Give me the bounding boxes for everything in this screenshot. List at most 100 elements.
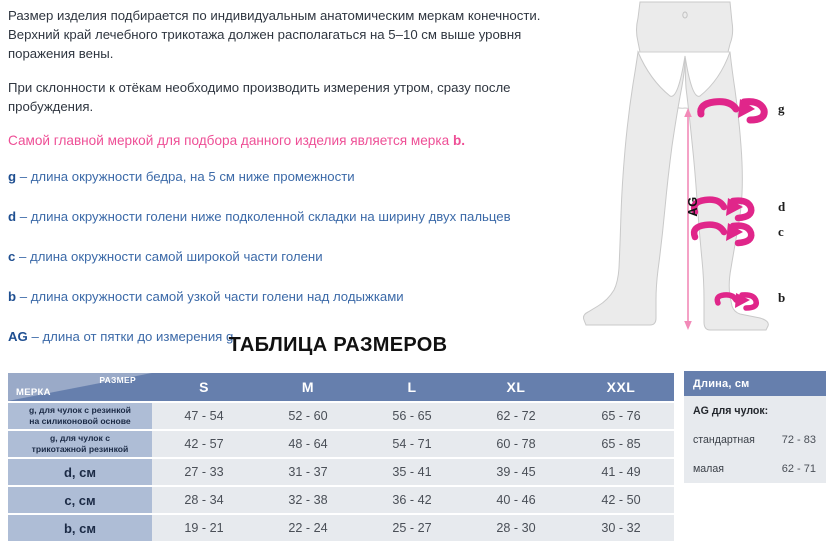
body-silhouette: [583, 1, 769, 331]
length-table-row: малая 62 - 71: [684, 454, 827, 483]
measure-loop-g-arrowhead: [738, 99, 755, 118]
size-header-s: S: [152, 373, 256, 401]
cell-b-s: 19 - 21: [152, 515, 256, 541]
row-label-g-knit: g, для чулок с трикотажной резинкой: [8, 431, 152, 457]
measure-loop-d-arrowhead: [726, 198, 743, 216]
length-label-small: малая: [684, 454, 768, 483]
definition-b: b – длина окружности самой узкой части г…: [8, 287, 588, 306]
intro-paragraph-1: Размер изделия подбирается по индивидуал…: [8, 8, 541, 61]
length-table-header: Длина, см: [684, 371, 827, 396]
definition-ag: AG – длина от пятки до измерения g: [8, 327, 588, 346]
cell-c-s: 28 - 34: [152, 487, 256, 513]
ag-measure-arrow: [684, 108, 692, 330]
measure-loop-g: [697, 98, 768, 124]
row-label-line2: на силиконовой основе: [29, 416, 131, 426]
definition-g-dash: –: [16, 169, 31, 184]
cell-b-xxl: 30 - 32: [568, 515, 674, 541]
length-table: Длина, см AG для чулок: стандартная 72 -…: [684, 371, 827, 483]
row-label-c: c, см: [8, 487, 152, 513]
cell-d-xl: 39 - 45: [464, 459, 568, 485]
size-header-l: L: [360, 373, 464, 401]
leg-label-c: c: [778, 224, 784, 239]
definition-b-key: b: [8, 289, 17, 304]
length-label-standard: стандартная: [684, 425, 768, 454]
table-corner-cell: РАЗМЕР МЕРКА: [8, 373, 152, 401]
definition-g-text: длина окружности бедра, на 5 см ниже про…: [30, 169, 355, 184]
definition-ag-text: длина от пятки до измерения g: [42, 329, 234, 344]
measure-loop-b-arrowhead: [735, 293, 750, 308]
cell-d-l: 35 - 41: [360, 459, 464, 485]
row-label-g-silicone: g, для чулок с резинкой на силиконовой о…: [8, 403, 152, 429]
table-row: d, см 27 - 33 31 - 37 35 - 41 39 - 45 41…: [8, 459, 674, 485]
cell-b-l: 25 - 27: [360, 515, 464, 541]
cell-g-knit-m: 48 - 64: [256, 431, 360, 457]
definition-g: g – длина окружности бедра, на 5 см ниже…: [8, 167, 588, 186]
cell-g-knit-l: 54 - 71: [360, 431, 464, 457]
size-header-xl: XL: [464, 373, 568, 401]
cell-c-l: 36 - 42: [360, 487, 464, 513]
table-row: c, см 28 - 34 32 - 38 36 - 42 40 - 46 42…: [8, 487, 674, 513]
row-label-line2: трикотажной резинкой: [31, 444, 129, 454]
cell-g-silicone-xxl: 65 - 76: [568, 403, 674, 429]
corner-size-label: РАЗМЕР: [99, 375, 136, 385]
size-header-m: M: [256, 373, 360, 401]
leg-measurement-diagram: g d c b AG: [578, 0, 833, 336]
cell-g-knit-xxl: 65 - 85: [568, 431, 674, 457]
definition-b-text: длина окружности самой узкой части голен…: [30, 289, 404, 304]
cell-g-silicone-l: 56 - 65: [360, 403, 464, 429]
intro-paragraph-2: При склонности к отёкам необходимо произ…: [8, 80, 511, 114]
corner-measure-label: МЕРКА: [16, 387, 51, 398]
cell-g-silicone-m: 52 - 60: [256, 403, 360, 429]
cell-d-s: 27 - 33: [152, 459, 256, 485]
table-row: g, для чулок с резинкой на силиконовой о…: [8, 403, 674, 429]
length-table-subtitle-row: AG для чулок:: [684, 396, 827, 425]
length-value-standard: 72 - 83: [768, 425, 827, 454]
definition-d: d – длина окружности голени ниже подколе…: [8, 207, 588, 226]
description-column: Размер изделия подбирается по индивидуал…: [8, 6, 588, 367]
cell-b-xl: 28 - 30: [464, 515, 568, 541]
leg-label-ag: AG: [684, 196, 700, 217]
cell-c-xxl: 42 - 50: [568, 487, 674, 513]
measure-loop-b: [714, 292, 760, 311]
cell-g-knit-s: 42 - 57: [152, 431, 256, 457]
definition-c-key: c: [8, 249, 16, 264]
cell-g-silicone-xl: 62 - 72: [464, 403, 568, 429]
cell-c-m: 32 - 38: [256, 487, 360, 513]
leg-label-g: g: [778, 101, 785, 116]
measure-loop-c: [690, 221, 755, 247]
leg-label-b: b: [778, 290, 786, 305]
table-row: b, см 19 - 21 22 - 24 25 - 27 28 - 30 30…: [8, 515, 674, 541]
definition-g-key: g: [8, 169, 17, 184]
cell-g-silicone-s: 47 - 54: [152, 403, 256, 429]
cell-b-m: 22 - 24: [256, 515, 360, 541]
size-header-xxl: XXL: [568, 373, 674, 401]
row-label-d: d, см: [8, 459, 152, 485]
size-table-header-row: РАЗМЕР МЕРКА S M L XL XXL: [8, 373, 674, 401]
row-label-line1: g, для чулок с резинкой: [29, 405, 131, 415]
cell-d-xxl: 41 - 49: [568, 459, 674, 485]
definition-ag-key: AG: [8, 329, 28, 344]
highlight-note: Самой главной меркой для подбора данного…: [8, 131, 588, 150]
highlight-key: b.: [452, 133, 466, 148]
measure-loop-d: [690, 196, 755, 222]
page-title: ТАБЛИЦА РАЗМЕРОВ: [228, 334, 448, 356]
corner-diagonal-divider: [8, 373, 152, 401]
definition-d-dash: –: [16, 209, 31, 224]
table-row: g, для чулок с трикотажной резинкой 42 -…: [8, 431, 674, 457]
definition-c-text: длина окружности самой широкой части гол…: [30, 249, 323, 264]
cell-d-m: 31 - 37: [256, 459, 360, 485]
measure-loop-c-arrowhead: [726, 223, 743, 241]
definition-c-dash: –: [15, 249, 31, 264]
definition-c: c – длина окружности самой широкой части…: [8, 247, 588, 266]
size-table: РАЗМЕР МЕРКА S M L XL XXL g, для чулок с…: [8, 371, 674, 543]
leg-figure-svg: [583, 1, 769, 331]
length-value-small: 62 - 71: [768, 454, 827, 483]
length-table-header-row: Длина, см: [684, 371, 827, 396]
definition-b-dash: –: [16, 289, 31, 304]
definition-d-key: d: [8, 209, 17, 224]
leg-label-d: d: [778, 199, 786, 214]
length-table-subtitle: AG для чулок:: [684, 396, 827, 425]
cell-c-xl: 40 - 46: [464, 487, 568, 513]
cell-g-knit-xl: 60 - 78: [464, 431, 568, 457]
